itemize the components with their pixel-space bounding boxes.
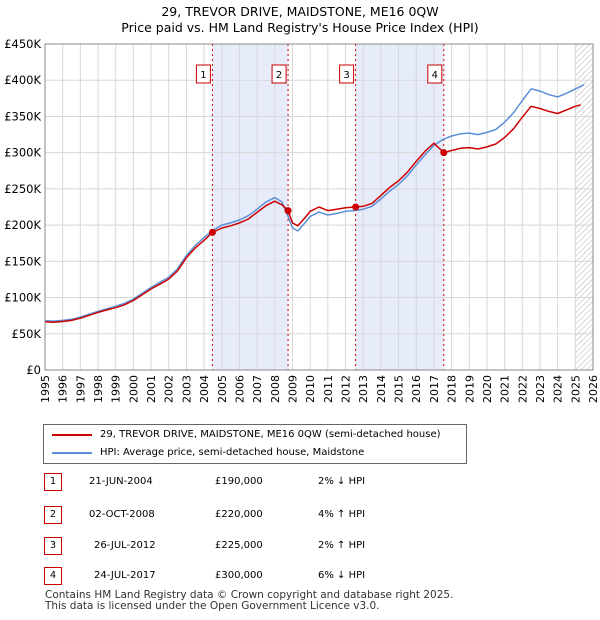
x-tick-label: 2002 xyxy=(163,375,176,403)
table-row: 3 26-JUL-2012 £225,000 2% ↑ HPI xyxy=(0,536,600,556)
y-tick-label: £100K xyxy=(4,291,41,305)
transaction-number: 3 xyxy=(44,537,62,555)
y-tick-label: £200K xyxy=(4,218,41,232)
x-tick-label: 2019 xyxy=(463,375,476,403)
y-tick-label: £150K xyxy=(4,254,41,268)
plot-frame xyxy=(44,43,594,371)
sale-point-1 xyxy=(208,228,216,236)
x-tick-label: 2015 xyxy=(393,375,406,403)
forecast-hatch xyxy=(575,44,593,370)
footer-copyright: Contains HM Land Registry data © Crown c… xyxy=(45,589,454,601)
hpi-line xyxy=(44,83,585,322)
legend: 29, TREVOR DRIVE, MAIDSTONE, ME16 0QW (s… xyxy=(43,424,467,464)
legend-swatch-property xyxy=(52,434,92,436)
x-tick-label: 2012 xyxy=(340,375,353,403)
x-tick-label: 2011 xyxy=(322,375,335,403)
x-tick-label: 2007 xyxy=(251,375,264,403)
shaded-range-1 xyxy=(212,44,289,370)
transaction-hpi: 2% ↓ HPI xyxy=(318,476,366,487)
sale-point-4 xyxy=(440,149,448,157)
x-tick-label: 2004 xyxy=(198,375,211,403)
x-tick-label: 1996 xyxy=(57,375,70,403)
x-tick-label: 2014 xyxy=(375,375,388,403)
transaction-number: 2 xyxy=(44,506,62,524)
x-tick-label: 2018 xyxy=(446,375,459,403)
x-tick-label: 1995 xyxy=(39,375,52,403)
x-tick-label: 2025 xyxy=(569,375,582,403)
x-tick-label: 2013 xyxy=(357,375,370,403)
sale-label-box-3 xyxy=(339,64,355,84)
x-tick-label: 2006 xyxy=(233,375,246,403)
sale-label-2: 2 xyxy=(276,70,282,81)
sale-point-2 xyxy=(284,207,292,215)
x-tick-label: 1999 xyxy=(110,375,123,403)
x-tick-label: 2000 xyxy=(127,375,140,403)
legend-swatch-hpi xyxy=(52,452,92,454)
transaction-price: £300,000 xyxy=(215,570,263,581)
x-tick-label: 2009 xyxy=(286,375,299,403)
y-tick-label: £400K xyxy=(4,73,41,87)
x-tick-label: 2024 xyxy=(552,375,565,403)
x-tick-label: 2023 xyxy=(534,375,547,403)
x-tick-label: 2005 xyxy=(216,375,229,403)
x-tick-label: 2022 xyxy=(516,375,529,403)
x-tick-label: 1998 xyxy=(92,375,105,403)
transaction-hpi: 6% ↓ HPI xyxy=(318,570,366,581)
sale-label-box-2 xyxy=(271,64,287,84)
x-tick-label: 2010 xyxy=(304,375,317,403)
transaction-hpi: 4% ↑ HPI xyxy=(318,509,366,520)
sale-label-3: 3 xyxy=(343,70,349,81)
y-tick-label: £0 xyxy=(26,363,41,377)
transaction-number: 4 xyxy=(44,567,62,585)
chart-subtitle: Price paid vs. HM Land Registry's House … xyxy=(121,20,479,35)
x-tick-label: 1997 xyxy=(74,375,87,403)
x-tick-label: 2017 xyxy=(428,375,441,403)
y-tick-label: £450K xyxy=(4,37,41,51)
x-tick-label: 2021 xyxy=(499,375,512,403)
x-tick-label: 2026 xyxy=(587,375,600,403)
x-tick-label: 2003 xyxy=(180,375,193,403)
footer: Contains HM Land Registry data © Crown c… xyxy=(45,590,453,612)
transaction-date: 24-JUL-2017 xyxy=(94,570,156,581)
x-tick-label: 2001 xyxy=(145,375,158,403)
table-row: 1 21-JUN-2004 £190,000 2% ↓ HPI xyxy=(0,472,600,492)
x-tick-label: 2020 xyxy=(481,375,494,403)
transaction-date: 21-JUN-2004 xyxy=(89,476,153,487)
legend-label-hpi: HPI: Average price, semi-detached house,… xyxy=(100,447,365,458)
y-tick-label: £50K xyxy=(12,327,42,341)
x-tick-label: 2016 xyxy=(410,375,423,403)
transaction-price: £225,000 xyxy=(215,540,263,551)
transaction-price: £220,000 xyxy=(215,509,263,520)
table-row: 2 02-OCT-2008 £220,000 4% ↑ HPI xyxy=(0,505,600,525)
sale-label-box-4 xyxy=(427,64,443,84)
sale-label-box-1 xyxy=(195,64,211,84)
footer-licence: This data is licensed under the Open Gov… xyxy=(45,600,380,612)
property-price-line xyxy=(44,104,581,323)
table-row: 4 24-JUL-2017 £300,000 6% ↓ HPI xyxy=(0,566,600,586)
price-chart: 1 2 3 4 £0 £50K £100K £150K £200K £250K £300K £350K… xyxy=(4,37,600,403)
chart-title: 29, TREVOR DRIVE, MAIDSTONE, ME16 0QW xyxy=(161,4,439,19)
transaction-date: 02-OCT-2008 xyxy=(89,509,155,520)
sale-label-4: 4 xyxy=(432,70,438,81)
x-tick-label: 2008 xyxy=(269,375,282,403)
y-tick-label: £300K xyxy=(4,146,41,160)
transaction-hpi: 2% ↑ HPI xyxy=(318,540,366,551)
transaction-price: £190,000 xyxy=(215,476,263,487)
transaction-date: 26-JUL-2012 xyxy=(94,540,156,551)
y-tick-label: £350K xyxy=(4,109,41,123)
y-tick-label: £250K xyxy=(4,182,41,196)
sale-point-3 xyxy=(352,203,360,211)
transaction-number: 1 xyxy=(44,473,62,491)
sale-label-1: 1 xyxy=(200,70,206,81)
legend-label-property: 29, TREVOR DRIVE, MAIDSTONE, ME16 0QW (s… xyxy=(100,429,441,440)
